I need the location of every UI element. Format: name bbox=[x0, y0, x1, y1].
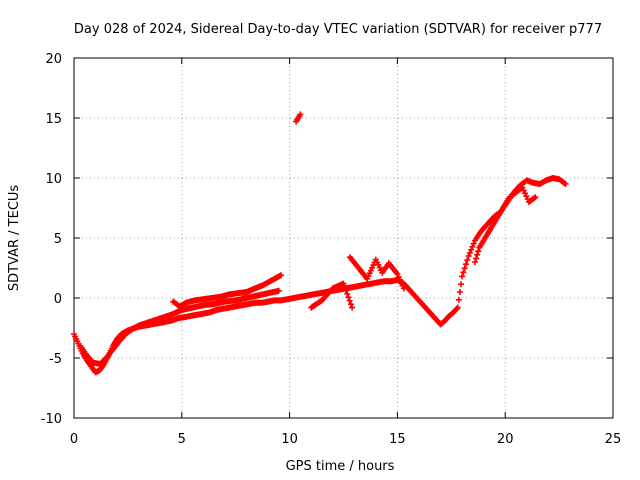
data-point-dense bbox=[468, 246, 475, 253]
y-tick-label: 15 bbox=[45, 112, 62, 127]
x-tick-label: 0 bbox=[70, 432, 78, 447]
y-tick-label: 0 bbox=[54, 292, 62, 307]
data-point-dense bbox=[456, 289, 463, 295]
data-point-dense bbox=[455, 296, 462, 303]
x-tick-label: 5 bbox=[178, 432, 186, 447]
y-tick-label: -5 bbox=[49, 352, 62, 367]
data-point-dense bbox=[344, 290, 351, 297]
y-axis-label: SDTVAR / TECUs bbox=[7, 185, 22, 292]
data-point bbox=[297, 111, 304, 118]
data-point bbox=[340, 280, 347, 287]
data-point bbox=[472, 259, 479, 265]
data-point bbox=[277, 272, 284, 279]
chart-title: Day 028 of 2024, Sidereal Day-to-day VTE… bbox=[74, 22, 602, 37]
y-tick-labels: -10 -5 0 5 10 15 20 bbox=[41, 52, 62, 427]
data-point-dense bbox=[469, 243, 476, 250]
data-point-dense bbox=[342, 287, 349, 294]
data-point-dense bbox=[470, 240, 477, 247]
data-point-dense bbox=[347, 301, 354, 308]
y-tick-label: 20 bbox=[45, 52, 62, 67]
data-point bbox=[562, 181, 569, 187]
x-tick-label: 10 bbox=[281, 432, 298, 447]
data-point bbox=[465, 253, 472, 259]
data-points bbox=[71, 111, 569, 376]
data-point-dense bbox=[453, 305, 460, 312]
data-point-dense bbox=[475, 248, 482, 255]
data-point-dense bbox=[460, 269, 467, 276]
data-point bbox=[532, 194, 539, 201]
data-point bbox=[349, 304, 356, 311]
data-point-dense bbox=[473, 255, 480, 262]
x-tick-label: 20 bbox=[497, 432, 514, 447]
y-tick-label: 5 bbox=[54, 232, 62, 247]
data-point-dense bbox=[474, 251, 481, 258]
data-point-dense bbox=[346, 297, 353, 304]
data-point-dense bbox=[341, 284, 348, 291]
y-tick-label: -10 bbox=[41, 412, 62, 427]
grid-lines bbox=[74, 58, 613, 418]
data-point-dense bbox=[464, 257, 471, 264]
data-point-dense bbox=[458, 281, 465, 288]
x-tick-label: 25 bbox=[605, 432, 622, 447]
data-point-dense bbox=[462, 261, 469, 268]
x-axis-label: GPS time / hours bbox=[286, 459, 395, 474]
x-tick-label: 15 bbox=[389, 432, 406, 447]
data-point-dense bbox=[461, 265, 468, 272]
y-tick-label: 10 bbox=[45, 172, 62, 187]
tick-marks bbox=[73, 57, 614, 419]
data-point-dense bbox=[466, 249, 473, 256]
x-tick-labels: 0 5 10 15 20 25 bbox=[70, 432, 621, 447]
data-point bbox=[275, 287, 282, 294]
data-point-dense bbox=[345, 294, 352, 301]
data-point bbox=[400, 285, 407, 292]
data-point bbox=[459, 273, 466, 280]
data-point bbox=[454, 304, 461, 311]
